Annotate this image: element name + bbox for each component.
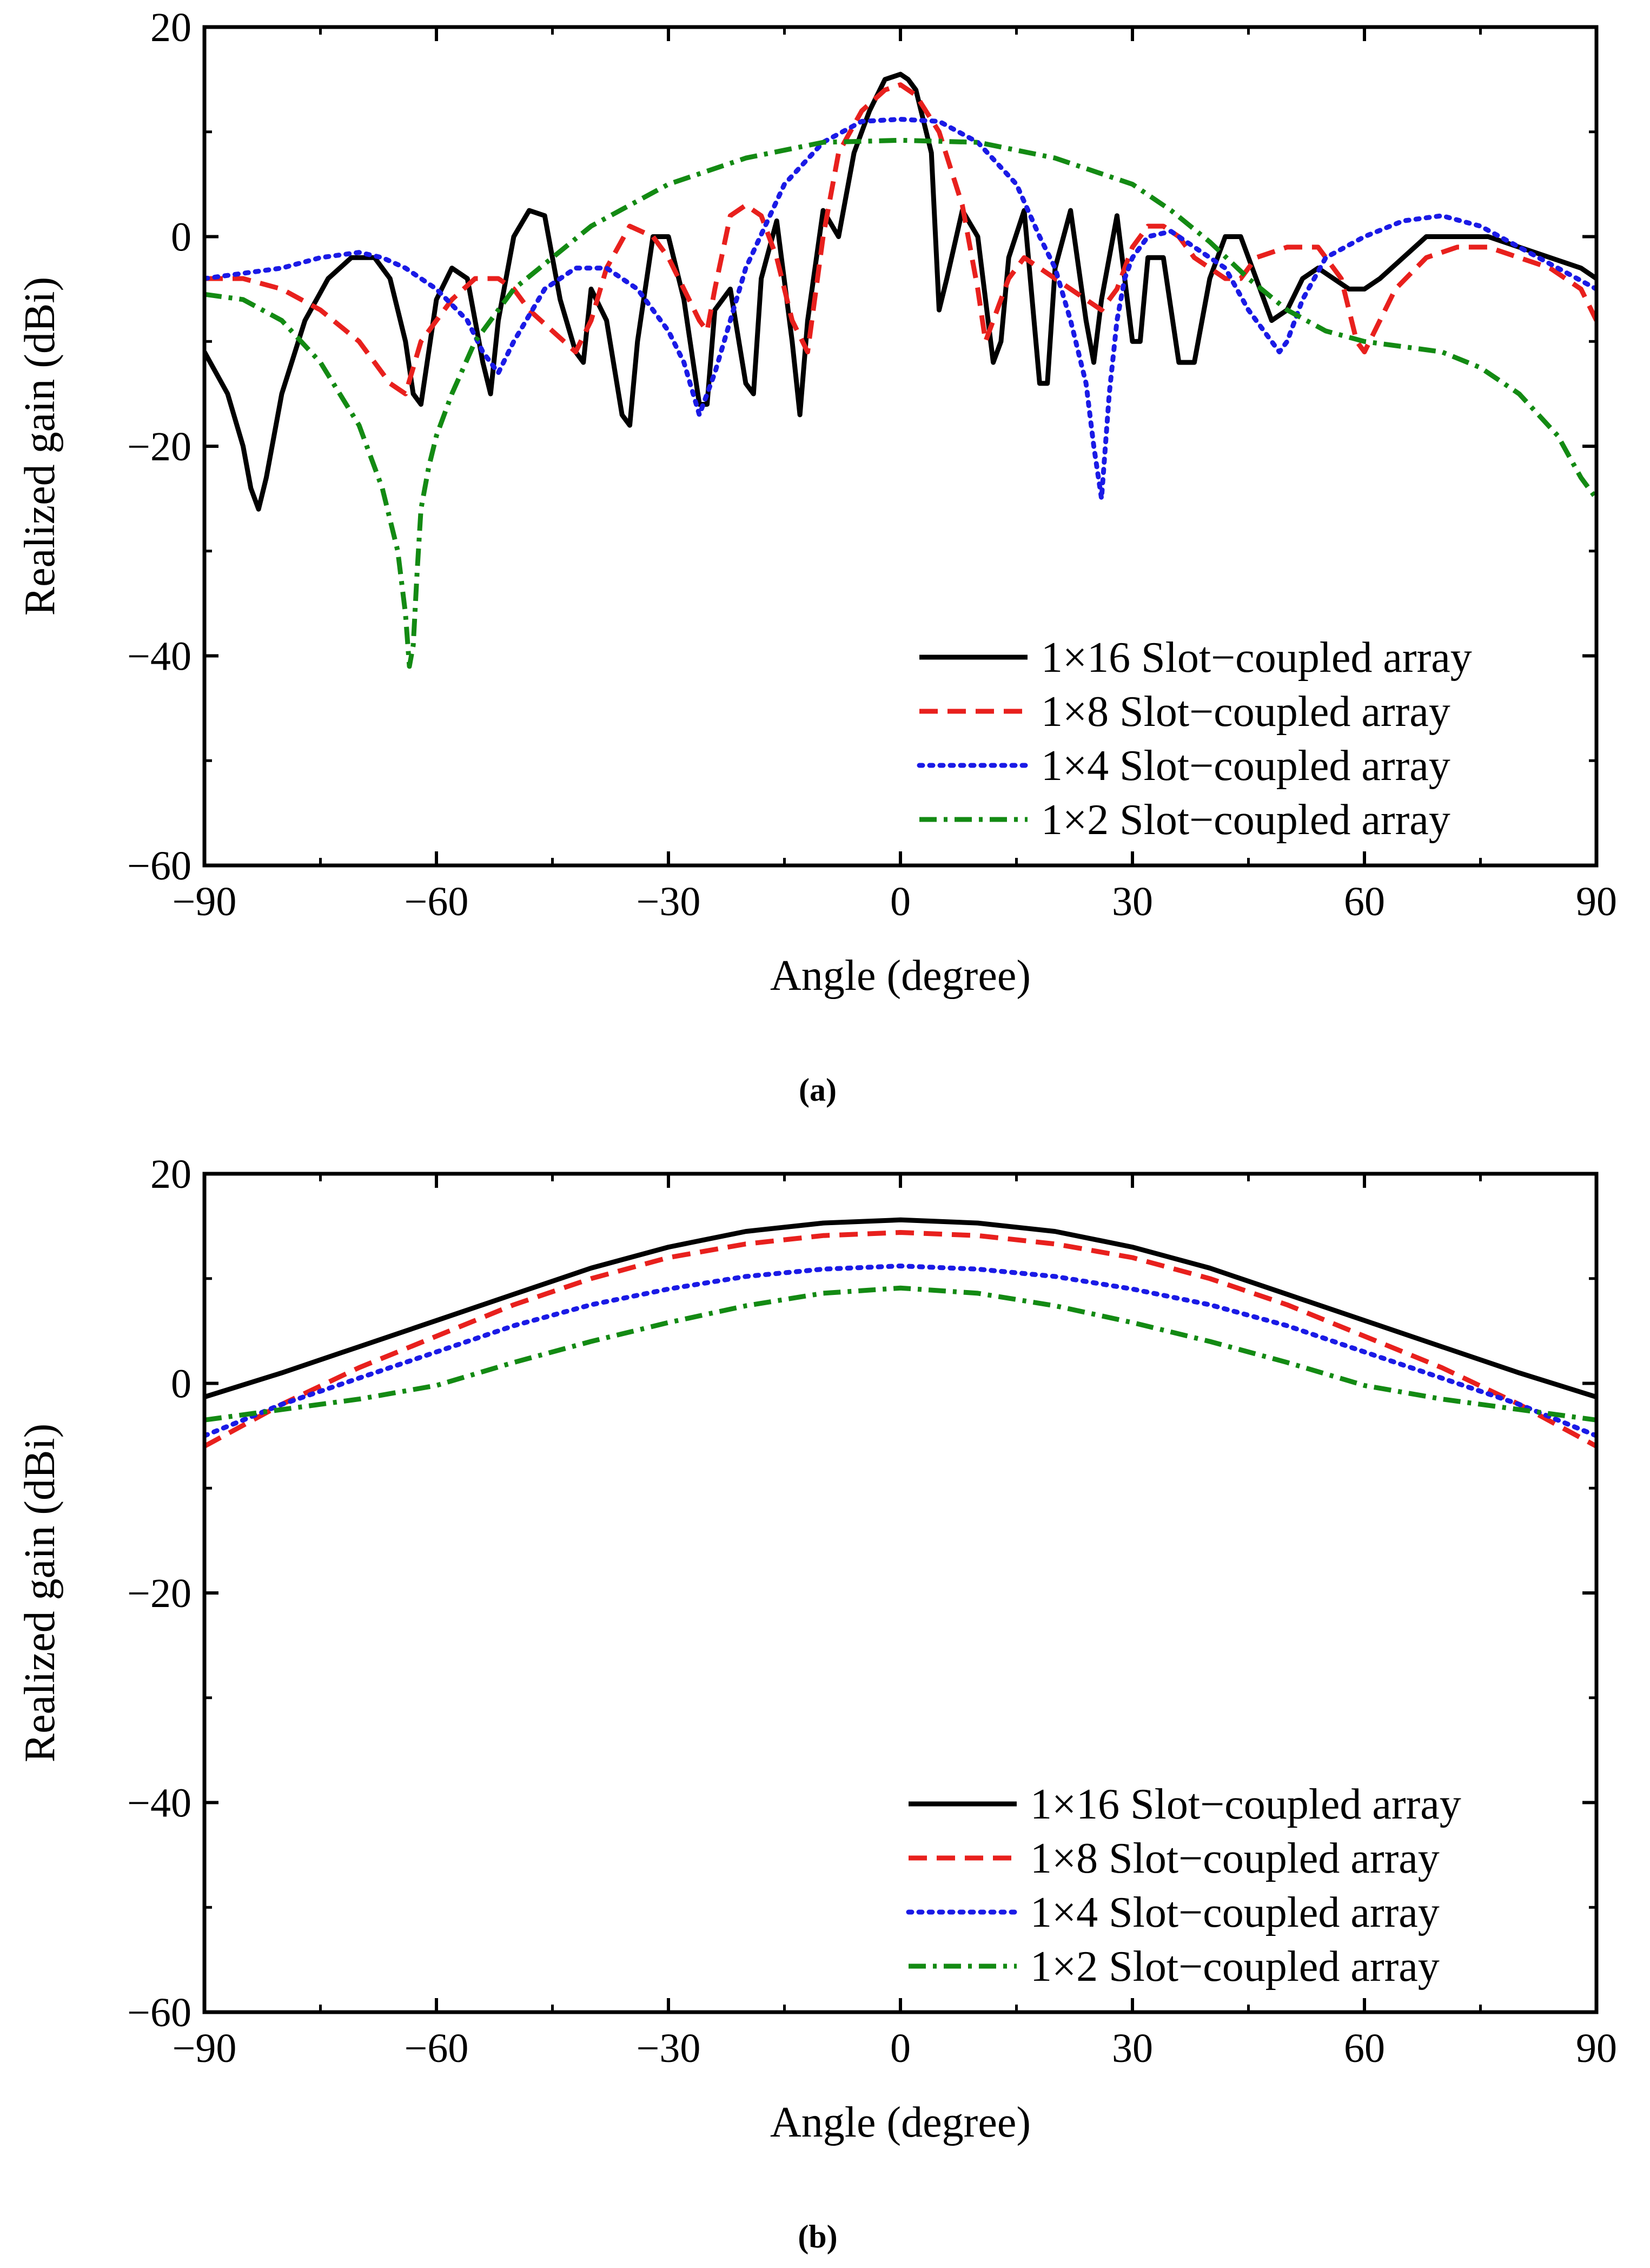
legend-label-4: 1×2 Slot−coupled array bbox=[1041, 796, 1450, 844]
series-line-3 bbox=[204, 117, 1596, 501]
x-tick-label: 60 bbox=[1344, 879, 1385, 924]
x-tick-label: −60 bbox=[405, 879, 469, 924]
x-tick-label: 90 bbox=[1576, 2026, 1617, 2071]
legend: 1×16 Slot−coupled array 1×8 Slot−coupled … bbox=[917, 634, 1472, 844]
x-tick-label: 0 bbox=[890, 2026, 911, 2071]
x-tick-label: −30 bbox=[637, 2026, 701, 2071]
legend: 1×16 Slot−coupled array 1×8 Slot−coupled … bbox=[906, 1781, 1461, 1991]
series-line-3 bbox=[204, 1264, 1596, 1438]
y-tick-label: −60 bbox=[127, 1990, 191, 2035]
series-line-4 bbox=[204, 1285, 1596, 1423]
series-line-2 bbox=[204, 82, 1596, 396]
legend-label-2: 1×8 Slot−coupled array bbox=[1041, 688, 1450, 736]
x-axis-label: Angle (degree) bbox=[770, 952, 1031, 1000]
plot-frame bbox=[202, 1172, 1599, 2014]
legend-label-2: 1×8 Slot−coupled array bbox=[1030, 1835, 1440, 1882]
series-line-1 bbox=[204, 71, 1596, 512]
legend-label-1: 1×16 Slot−coupled array bbox=[1030, 1781, 1461, 1828]
series-line-1 bbox=[204, 1217, 1596, 1399]
y-tick-label: 0 bbox=[171, 215, 191, 260]
x-axis-label: Angle (degree) bbox=[770, 2099, 1031, 2146]
y-tick-label: −20 bbox=[127, 1571, 191, 1616]
x-tick-label: −30 bbox=[637, 879, 701, 924]
x-tick-label: −60 bbox=[405, 2026, 469, 2071]
x-tick-label: −90 bbox=[173, 879, 237, 924]
y-tick-label: −60 bbox=[127, 843, 191, 889]
series-line-2 bbox=[204, 1230, 1596, 1449]
legend-label-3: 1×4 Slot−coupled array bbox=[1030, 1889, 1440, 1936]
x-tick-label: −90 bbox=[173, 2026, 237, 2071]
x-tick-label: 90 bbox=[1576, 879, 1617, 924]
panel-label: (b) bbox=[798, 2219, 837, 2254]
legend-label-1: 1×16 Slot−coupled array bbox=[1041, 634, 1472, 682]
y-tick-label: 20 bbox=[150, 5, 191, 50]
x-tick-label: 30 bbox=[1112, 879, 1153, 924]
y-tick-label: −40 bbox=[127, 634, 191, 679]
legend-label-3: 1×4 Slot−coupled array bbox=[1041, 742, 1450, 790]
x-tick-label: 30 bbox=[1112, 2026, 1153, 2071]
panel-label: (a) bbox=[799, 1072, 837, 1108]
plot-frame bbox=[202, 25, 1599, 868]
legend-label-4: 1×2 Slot−coupled array bbox=[1030, 1943, 1440, 1991]
y-tick-label: 20 bbox=[150, 1152, 191, 1197]
x-tick-label: 60 bbox=[1344, 2026, 1385, 2071]
y-axis-label: Realized gain (dBi) bbox=[16, 277, 64, 616]
series-line-4 bbox=[204, 137, 1596, 669]
y-tick-label: −40 bbox=[127, 1781, 191, 1826]
y-axis-label: Realized gain (dBi) bbox=[16, 1424, 64, 1762]
x-tick-label: 0 bbox=[890, 879, 911, 924]
y-tick-label: 0 bbox=[171, 1361, 191, 1407]
y-tick-label: −20 bbox=[127, 424, 191, 470]
